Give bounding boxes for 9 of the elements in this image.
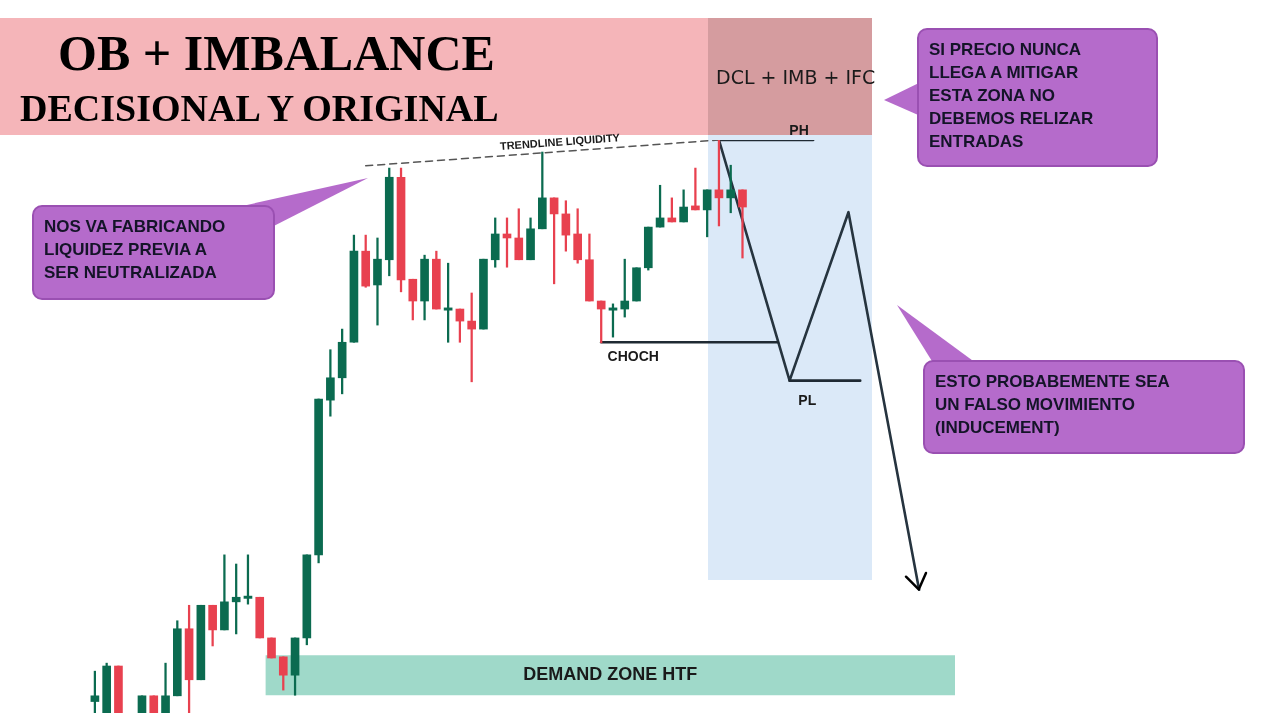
annotation: NOS VA FABRICANDO LIQUIDEZ PREVIA A SER NEUTRALIZADA bbox=[44, 216, 227, 284]
series-label: TRENDLINE LIQUIDITY bbox=[499, 131, 621, 152]
text: DCL + IMB + IFC bbox=[716, 66, 876, 88]
band-label: DEMAND ZONE HTF bbox=[523, 664, 698, 685]
series-label: PL bbox=[798, 391, 817, 408]
chart-subtitle: DECISIONAL Y ORIGINAL bbox=[20, 86, 499, 130]
series-label: PH bbox=[789, 121, 809, 138]
series-label: CHOCH bbox=[607, 348, 659, 365]
chart-title: OB + IMBALANCE bbox=[58, 24, 495, 82]
